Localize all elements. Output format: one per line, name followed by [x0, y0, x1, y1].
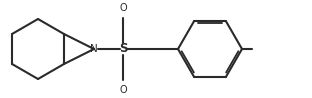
Text: N: N — [90, 44, 98, 54]
Text: S: S — [119, 43, 128, 55]
Text: O: O — [120, 3, 127, 13]
Text: O: O — [120, 85, 127, 95]
